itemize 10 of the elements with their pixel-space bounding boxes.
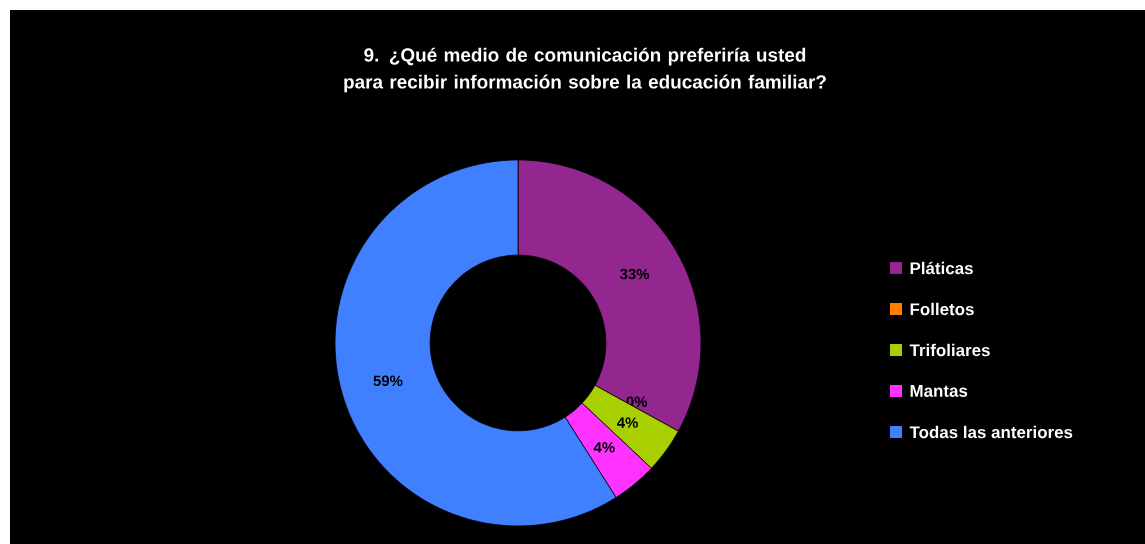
legend-label: Pláticas — [910, 261, 973, 275]
legend-label: Trifoliares — [909, 343, 990, 357]
data-label: 4% — [616, 417, 638, 428]
legend-label: Folletos — [910, 302, 974, 316]
legend-label: Todas las anteriores — [909, 425, 1073, 439]
data-label: 59% — [373, 375, 403, 387]
data-label: 4% — [593, 442, 615, 453]
legend-label: Mantas — [910, 385, 968, 397]
chart-title: 9. ¿Qué medio de comunicación preferiría usted para recibir información sobre la educación familiar? — [344, 47, 826, 93]
data-label: 33% — [619, 268, 650, 280]
